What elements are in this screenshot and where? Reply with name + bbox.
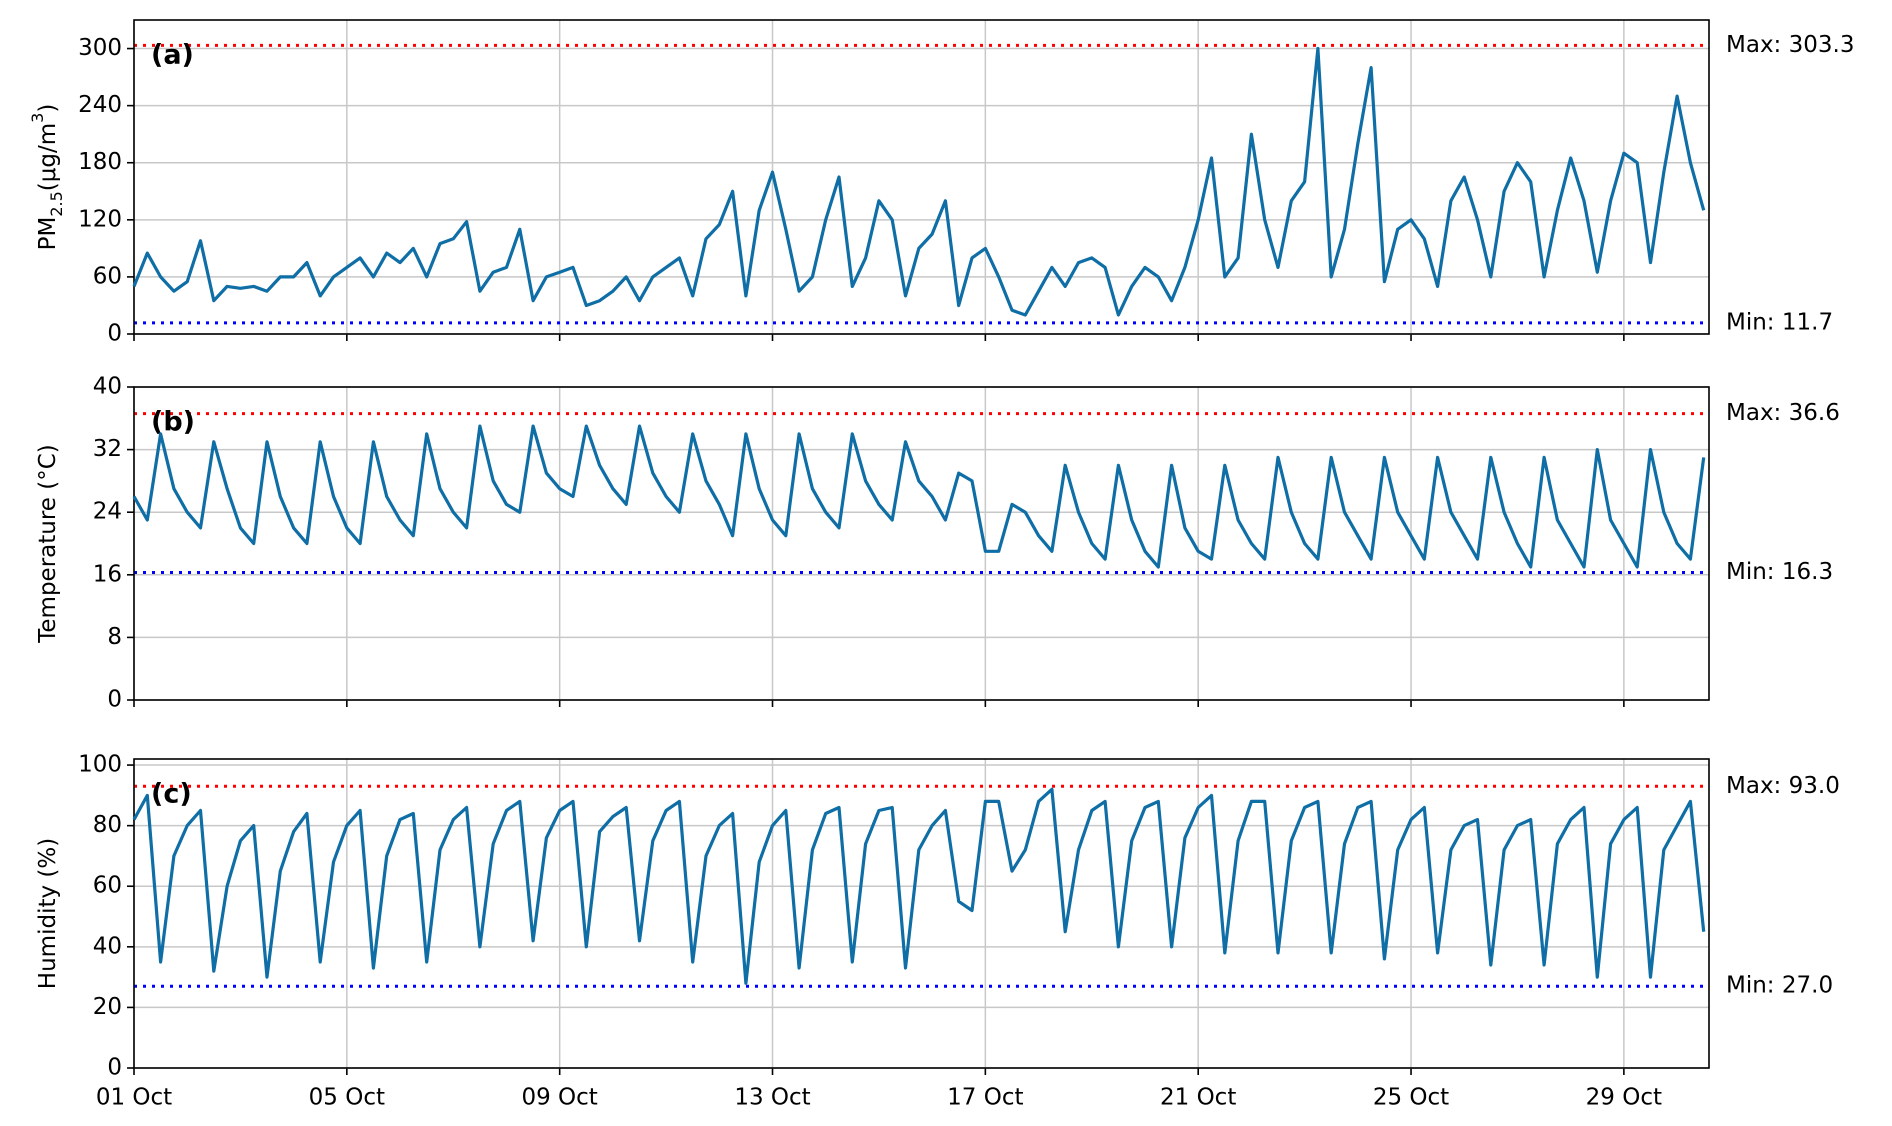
x-tick-label: 21 Oct: [1160, 1085, 1236, 1111]
y-axis-label-part: Humidity (%): [35, 838, 61, 989]
reference-label: Max: 93.0: [1726, 773, 1840, 799]
y-tick-label: 24: [93, 499, 122, 525]
y-tick-label: 120: [78, 206, 122, 232]
data-line: [132, 424, 1706, 569]
y-tick-label: 40: [93, 933, 122, 959]
y-tick-label: 300: [78, 35, 122, 61]
y-tick-label: 8: [107, 624, 122, 650]
y-tick-label: 0: [107, 1055, 122, 1081]
x-tick-label: 09 Oct: [521, 1085, 597, 1111]
panel-label: (b): [151, 407, 195, 438]
axes-frame: [133, 19, 1710, 335]
panel: 0 60 120 180 240 300 Max: 303.3 Min: 11.7 (a) PM2…: [28, 19, 1854, 347]
panel-label: (c): [151, 779, 192, 810]
y-tick-label: 100: [78, 752, 122, 778]
y-axis-label: PM2.5(μg/m3): [28, 104, 66, 251]
y-axis-label-part: (μg/m: [35, 123, 61, 191]
y-axis-label: Humidity (%): [35, 838, 61, 989]
x-tick-label: 13 Oct: [734, 1085, 810, 1111]
data-line: [132, 46, 1706, 317]
y-tick-label: 32: [93, 436, 122, 462]
y-tick-label: 60: [93, 263, 122, 289]
reference-label: Min: 11.7: [1726, 309, 1833, 335]
y-tick-label: 180: [78, 149, 122, 175]
reference-label: Min: 27.0: [1726, 973, 1833, 999]
y-tick-label: 40: [93, 374, 122, 400]
x-tick-label: 29 Oct: [1586, 1085, 1662, 1111]
axes-frame: [133, 386, 1710, 701]
reference-label: Max: 303.3: [1726, 32, 1854, 58]
y-axis-label-part: 3: [28, 113, 47, 123]
y-axis-label: Temperature (°C): [35, 444, 61, 644]
x-tick-label: 05 Oct: [309, 1085, 385, 1111]
panel-label: (a): [151, 40, 194, 71]
y-axis-label-part: PM: [35, 217, 61, 251]
panel: 0 8 16 24 32 40 Max: 36.6 Min: 16.3 (b) Temperatu…: [35, 374, 1840, 713]
y-tick-label: 80: [93, 812, 122, 838]
x-tick-label: 25 Oct: [1373, 1085, 1449, 1111]
y-tick-label: 0: [107, 687, 122, 713]
y-tick-label: 240: [78, 92, 122, 118]
y-axis-label-part: 2.5: [47, 191, 66, 216]
x-tick-label: 17 Oct: [947, 1085, 1023, 1111]
y-axis-label-part: ): [35, 104, 61, 113]
data-line: [132, 787, 1706, 985]
y-tick-label: 20: [93, 994, 122, 1020]
axes-frame: [133, 758, 1710, 1069]
panel: 01 Oct 05 Oct 09 Oct 13 Oct 17 Oct 21 Oct 25 O…: [35, 752, 1840, 1111]
reference-label: Max: 36.6: [1726, 400, 1840, 426]
y-axis-label-part: Temperature (°C): [35, 444, 61, 644]
x-tick-label: 01 Oct: [96, 1085, 172, 1111]
y-tick-label: 0: [107, 321, 122, 347]
y-tick-label: 60: [93, 873, 122, 899]
reference-label: Min: 16.3: [1726, 559, 1833, 585]
y-tick-label: 16: [93, 561, 122, 587]
